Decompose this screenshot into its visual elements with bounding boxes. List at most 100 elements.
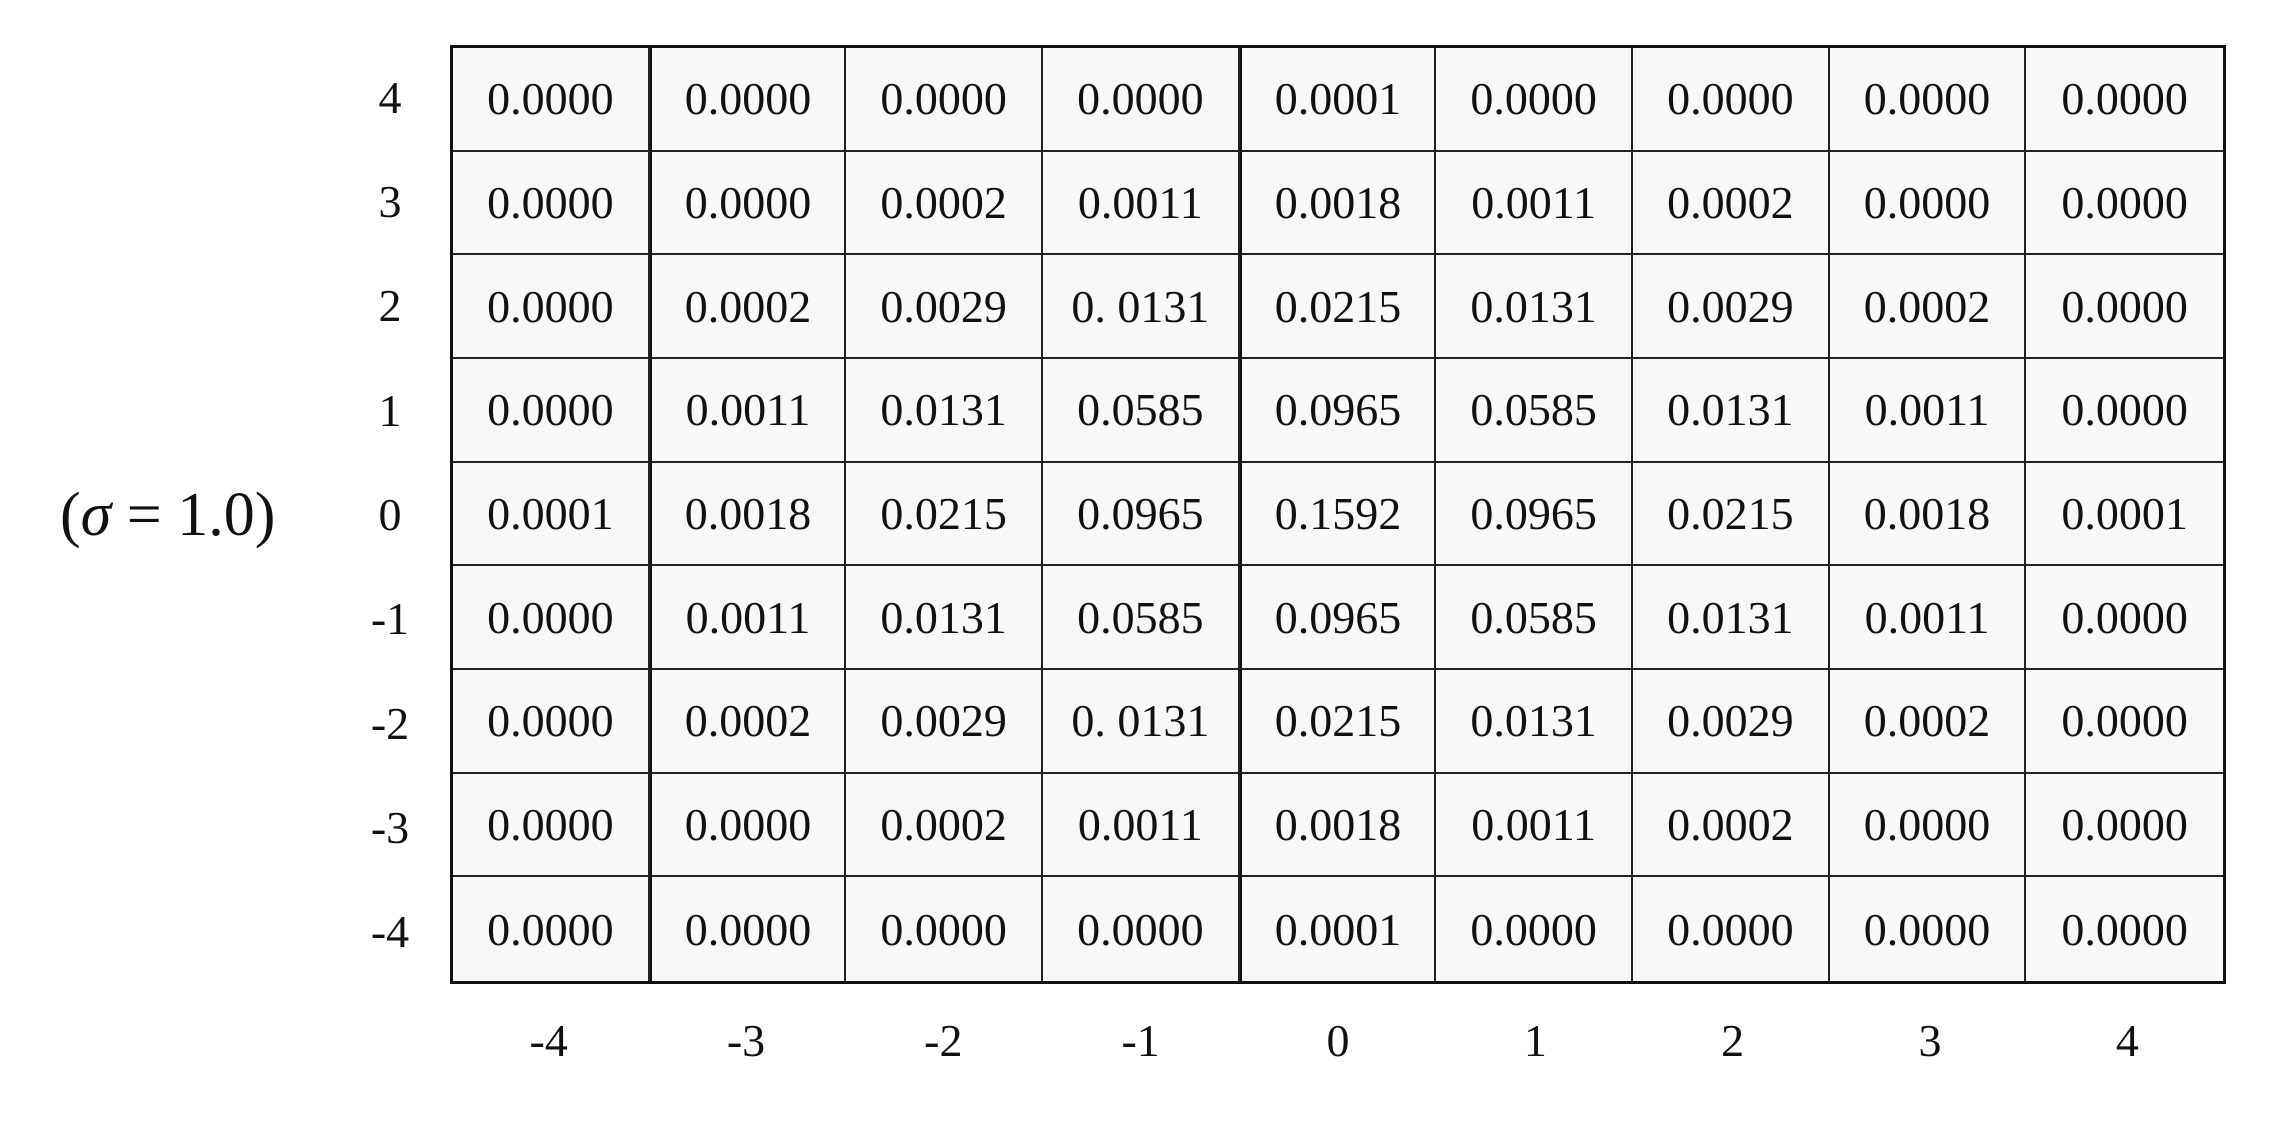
column-label: 2 [1721,1014,1745,1066]
row-label: -1 [370,593,410,645]
kernel-table: 0.0000 0.0000 0.0000 0.0000 0.0001 0.0000 0.00… [450,45,2226,984]
table-cell: 0.0018 [649,462,847,567]
table-cell: 0.0018 [1829,462,2027,567]
table-cell: 0.0585 [1436,358,1633,463]
row-label: 4 [378,71,402,123]
table-cell: 0.0131 [846,566,1043,670]
table-cell: 0.0585 [1436,566,1633,670]
table-cell: 0.0000 [846,877,1043,981]
table-cell: 0. 0131 [1043,669,1240,774]
column-label: 1 [1523,1014,1547,1066]
column-label: -1 [1121,1014,1160,1066]
table-cell: 0.0000 [1829,773,2027,878]
table-cell: 0.0000 [1436,877,1633,981]
table-cell: 0.0002 [649,669,847,774]
table-cell: 0.0029 [846,669,1043,774]
table-cell: 0.0000 [649,151,847,256]
column-label: 0 [1326,1014,1350,1066]
column-label: -4 [529,1014,568,1066]
table-cell: 0.0131 [1633,358,1830,463]
table-cell: 0.0965 [1239,566,1437,670]
row-label: 3 [378,175,402,227]
table-cell: 0.0965 [1436,462,1633,567]
table-cell: 0.0001 [1239,48,1437,152]
table-cell: 0.0011 [1436,151,1633,256]
table-cell: 0.0000 [1043,877,1240,981]
table-cell: 0.0131 [1436,255,1633,359]
table-cell: 0.0000 [2026,669,2223,774]
table-cell: 0.0000 [453,773,650,878]
table-cell: 0.0000 [1633,877,1830,981]
table-cell: 0.0000 [2026,358,2223,463]
row-label: -2 [370,697,410,749]
table-cell: 0.0965 [1239,358,1437,463]
row-label: -3 [370,801,410,853]
table-cell: 0.0002 [846,773,1043,878]
table-cell: 0.0000 [2026,566,2223,670]
table-cell: 0.0000 [846,48,1043,152]
table-cell: 0.0215 [846,462,1043,567]
table-cell: 0.0000 [453,877,650,981]
sigma-value: = 1.0) [111,481,276,549]
column-axis-labels: -4 -3 -2 -1 0 1 2 3 4 [450,1000,2226,1080]
table-cell: 0.0215 [1633,462,1830,567]
row-label: 0 [378,488,402,540]
table-cell: 0.0000 [453,358,650,463]
table-cell: 0.0000 [649,773,847,878]
table-cell: 0.0000 [453,566,650,670]
table-cell: 0.0215 [1239,669,1437,774]
table-cell: 0.0011 [1829,566,2027,670]
table-cell: 0.0002 [1633,773,1830,878]
table-cell: 0.0018 [1239,773,1437,878]
table-cell: 0.0011 [1043,773,1240,878]
table-cell: 0.0000 [1829,151,2027,256]
sigma-symbol: σ [80,481,112,549]
table-cell: 0.0011 [1043,151,1240,256]
table-cell: 0.0000 [1829,48,2027,152]
table-cell: 0.0011 [649,358,847,463]
column-label: 4 [2115,1014,2139,1066]
table-cell: 0.0001 [1239,877,1437,981]
column-label: 3 [1918,1014,1942,1066]
table-cell: 0.0965 [1043,462,1240,567]
column-label: -3 [726,1014,766,1066]
row-label: -4 [370,906,410,958]
row-label: 2 [378,280,402,332]
table-cell: 0.0000 [453,669,650,774]
table-cell: 0.0002 [1829,669,2027,774]
table-cell: 0.0131 [846,358,1043,463]
table-cell: 0.0000 [1633,48,1830,152]
table-cell: 0.0002 [1829,255,2027,359]
table-cell: 0.0029 [846,255,1043,359]
sigma-open-paren: ( [60,481,81,549]
table-cell: 0.0000 [1043,48,1240,152]
table-cell: 0.0000 [649,48,847,152]
table-cell: 0.1592 [1239,462,1437,567]
table-cell: 0.0011 [1829,358,2027,463]
table-cell: 0.0001 [2026,462,2223,567]
table-cell: 0.0029 [1633,669,1830,774]
table-cell: 0.0011 [649,566,847,670]
table-cell: 0.0000 [2026,255,2223,359]
table-cell: 0.0000 [2026,773,2223,878]
table-cell: 0.0000 [453,48,650,152]
table-cell: 0.0011 [1436,773,1633,878]
table-cell: 0.0000 [1436,48,1633,152]
table-cell: 0.0585 [1043,566,1240,670]
table-cell: 0.0002 [1633,151,1830,256]
table-cell: 0.0018 [1239,151,1437,256]
table-cell: 0.0215 [1239,255,1437,359]
row-axis-labels: 4 3 2 1 0 -1 -2 -3 -4 [350,45,430,984]
table-cell: 0.0131 [1436,669,1633,774]
table-cell: 0.0585 [1043,358,1240,463]
row-label: 1 [378,384,402,436]
table-cell: 0.0131 [1633,566,1830,670]
table-cell: 0.0002 [846,151,1043,256]
table-cell: 0.0000 [1829,877,2027,981]
table-cell: 0.0000 [453,255,650,359]
table-cell: 0.0000 [2026,48,2223,152]
table-cell: 0. 0131 [1043,255,1240,359]
table-cell: 0.0000 [453,151,650,256]
sigma-label: (σ = 1.0) [60,470,320,560]
table-cell: 0.0001 [453,462,650,567]
